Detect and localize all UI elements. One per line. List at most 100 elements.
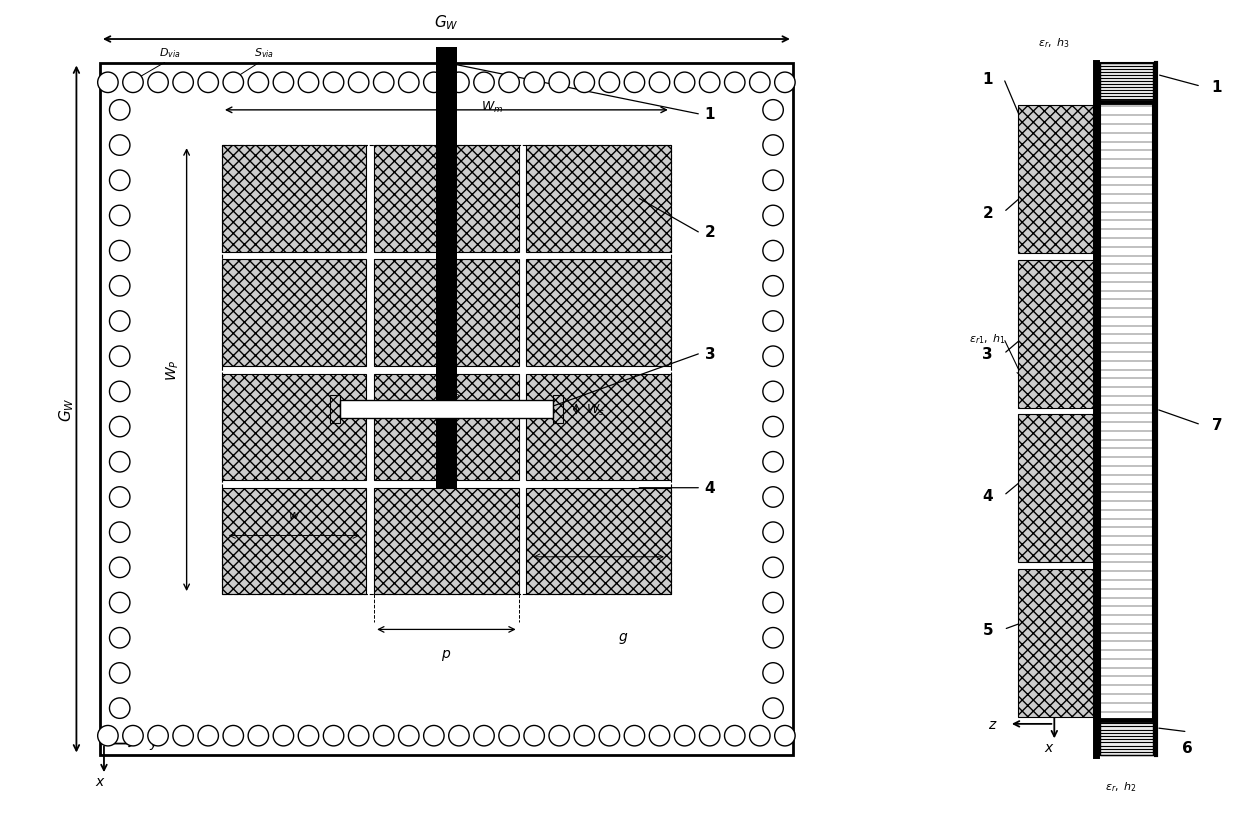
Circle shape [273, 73, 294, 93]
Bar [527, 488, 671, 595]
Bar [222, 146, 366, 252]
Bar [1018, 414, 1092, 563]
Text: $W_m$: $W_m$ [481, 100, 503, 115]
Circle shape [763, 487, 784, 508]
Circle shape [109, 698, 130, 718]
Bar [1100, 64, 1153, 103]
Circle shape [650, 726, 670, 746]
Circle shape [109, 417, 130, 437]
Circle shape [273, 726, 294, 746]
Circle shape [474, 726, 495, 746]
Circle shape [109, 382, 130, 402]
Circle shape [763, 346, 784, 367]
Circle shape [109, 663, 130, 683]
Circle shape [763, 311, 784, 332]
Circle shape [763, 698, 784, 718]
Circle shape [750, 726, 770, 746]
Circle shape [109, 627, 130, 648]
Circle shape [599, 73, 620, 93]
Circle shape [449, 73, 469, 93]
Circle shape [549, 726, 569, 746]
Circle shape [172, 73, 193, 93]
Circle shape [109, 346, 130, 367]
Circle shape [109, 593, 130, 613]
Circle shape [98, 73, 118, 93]
Circle shape [624, 73, 645, 93]
Circle shape [109, 487, 130, 508]
Circle shape [299, 726, 319, 746]
Text: $S_{via}$: $S_{via}$ [253, 46, 274, 60]
Circle shape [498, 726, 520, 746]
Text: $L_s$: $L_s$ [448, 384, 461, 400]
Text: $y$: $y$ [149, 736, 160, 751]
Circle shape [775, 726, 795, 746]
Circle shape [348, 726, 368, 746]
Bar [1018, 106, 1092, 254]
Circle shape [624, 726, 645, 746]
Bar [1100, 64, 1153, 755]
Circle shape [724, 726, 745, 746]
Text: $x$: $x$ [94, 774, 105, 789]
Text: 4: 4 [982, 488, 993, 504]
Circle shape [763, 452, 784, 473]
Circle shape [109, 136, 130, 156]
Circle shape [109, 523, 130, 543]
Circle shape [724, 73, 745, 93]
Bar [340, 400, 553, 419]
Circle shape [299, 73, 319, 93]
Text: $W_s$: $W_s$ [585, 402, 604, 417]
Bar [527, 374, 671, 480]
Circle shape [248, 73, 269, 93]
Text: $G_W$: $G_W$ [57, 397, 77, 422]
Circle shape [449, 726, 469, 746]
Text: 3: 3 [982, 347, 993, 362]
Text: $z$: $z$ [988, 717, 998, 731]
Circle shape [574, 73, 594, 93]
Circle shape [348, 73, 368, 93]
Text: $x$: $x$ [1044, 740, 1054, 754]
Text: $\varepsilon_r,\ h_3$: $\varepsilon_r,\ h_3$ [1038, 36, 1070, 50]
Bar [100, 64, 792, 755]
Circle shape [109, 311, 130, 332]
Bar [1100, 720, 1153, 755]
Circle shape [763, 101, 784, 121]
Circle shape [763, 417, 784, 437]
Bar [340, 400, 553, 419]
Circle shape [675, 73, 694, 93]
Bar [436, 419, 456, 488]
Circle shape [172, 726, 193, 746]
Text: 2: 2 [704, 225, 715, 240]
Text: 7: 7 [1211, 418, 1223, 432]
Text: $p$: $p$ [441, 647, 451, 662]
Bar [374, 146, 518, 252]
Text: $\varepsilon_{r1},\ h_1$: $\varepsilon_{r1},\ h_1$ [968, 332, 1006, 346]
Text: $G_W$: $G_W$ [434, 13, 459, 32]
Circle shape [248, 726, 269, 746]
Bar [553, 396, 563, 423]
Circle shape [474, 73, 495, 93]
Circle shape [198, 73, 218, 93]
Circle shape [123, 726, 143, 746]
Circle shape [775, 73, 795, 93]
Circle shape [373, 726, 394, 746]
Bar [330, 396, 340, 423]
Circle shape [525, 726, 544, 746]
Bar [1018, 569, 1092, 717]
Circle shape [699, 73, 720, 93]
Circle shape [398, 73, 419, 93]
Circle shape [424, 73, 444, 93]
Text: $D_{via}$: $D_{via}$ [159, 46, 181, 60]
Circle shape [763, 276, 784, 296]
Bar [222, 488, 366, 595]
Text: $g$: $g$ [619, 630, 629, 645]
Circle shape [148, 726, 169, 746]
Circle shape [599, 726, 620, 746]
Bar [222, 374, 366, 480]
Circle shape [763, 171, 784, 192]
Circle shape [675, 726, 694, 746]
Circle shape [123, 73, 143, 93]
Text: $W_P$: $W_P$ [435, 83, 458, 99]
Circle shape [324, 73, 343, 93]
Circle shape [498, 73, 520, 93]
Bar [374, 374, 518, 480]
